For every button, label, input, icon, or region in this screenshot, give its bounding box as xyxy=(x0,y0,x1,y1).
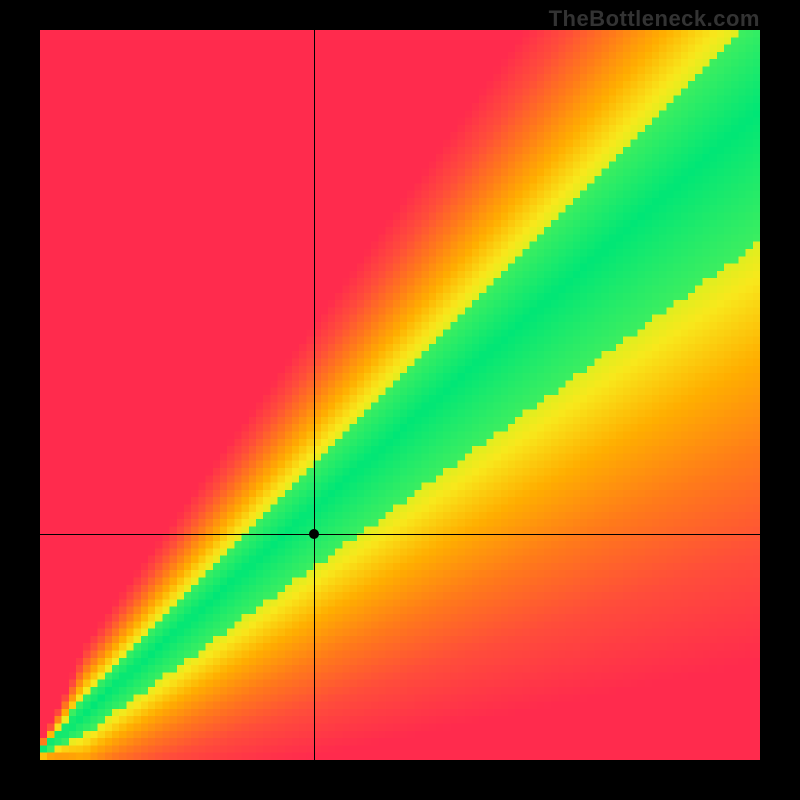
watermark-text: TheBottleneck.com xyxy=(549,6,760,32)
crosshair-horizontal xyxy=(40,534,760,535)
heatmap-canvas xyxy=(40,30,760,760)
selection-marker-dot xyxy=(309,529,319,539)
crosshair-vertical xyxy=(314,30,315,760)
heatmap-plot xyxy=(40,30,760,760)
